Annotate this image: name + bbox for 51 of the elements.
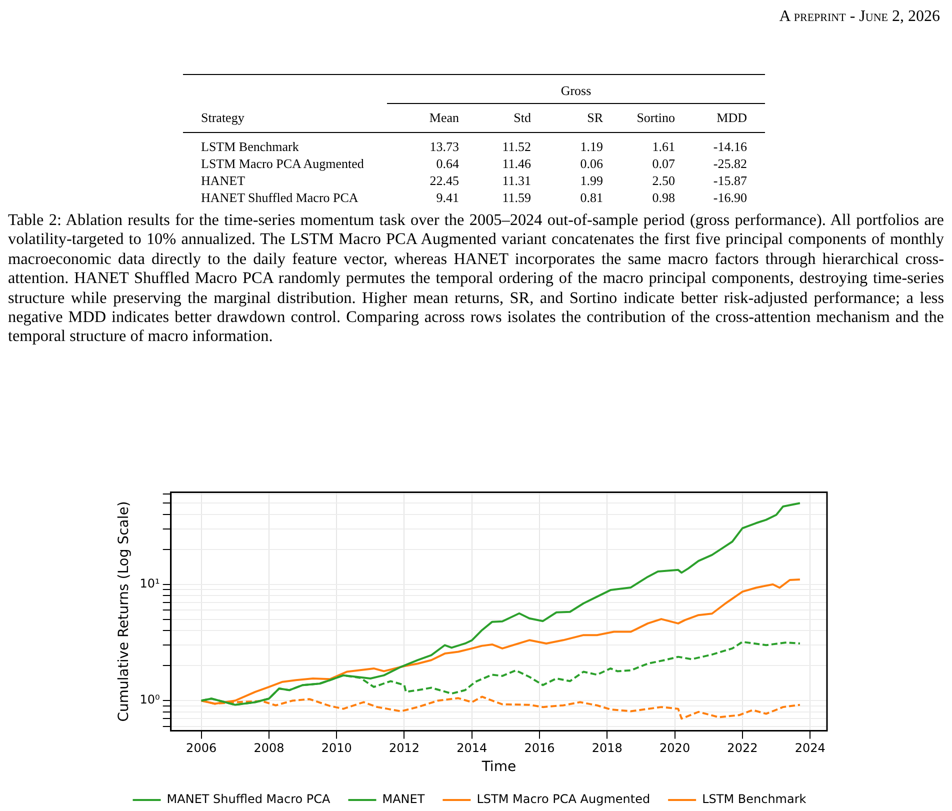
data-label: 22.45	[428, 172, 459, 190]
caption: Table 2: Ablation results for the time-series momentum task over the 2005–2024 out-of-sample period (gross performance). All portfolios are volatility-targeted to 10% annualized. The LSTM Macro PCA Augmented variant concatenates the first five principal components of monthly macroeconomic data directly to the daily feature vector, whereas HANET incorporates the same macro factors through hierarchical cross-attention. HANET Shuffled Macro PCA randomly permutes the temporal ordering of the macro principal components, destroying time-series structure while preserving the marginal distribution. Higher mean returns, SR, and Sortino indicate better risk-adjusted performance; a less negative MDD indicates better drawdown control. Comparing across rows isolates the contribution of the cross-attention mechanism and the temporal structure of macro information.	[8, 211, 944, 347]
x-tick-label: 2008	[254, 741, 284, 756]
data-label: 0.07	[651, 156, 675, 172]
legend-label: MANET Shuffled Macro PCA	[166, 792, 332, 806]
data-label: -25.82	[712, 156, 748, 172]
data-label: 11.52	[501, 138, 531, 156]
data-label: 13.73	[428, 138, 459, 156]
data-label: -14.16	[712, 138, 748, 156]
y-tick-label: 10¹	[140, 576, 160, 590]
data-label: 1.99	[579, 172, 603, 190]
x-tick-label: 2020	[660, 741, 690, 756]
x-tick-label: 2022	[727, 741, 758, 756]
text: Gross	[387, 74, 765, 104]
legend-label: LSTM Macro PCA Augmented	[476, 792, 650, 806]
text: Std	[512, 108, 531, 127]
text: Sortino	[636, 108, 675, 127]
y-tick-label: 10⁰	[140, 692, 160, 707]
text: MDD	[716, 108, 748, 127]
data-label: 0.64	[435, 156, 459, 172]
data-label: 11.46	[501, 156, 531, 172]
data-label: 1.19	[579, 138, 603, 156]
data-label: -16.90	[712, 190, 748, 206]
legend-label: MANET	[382, 792, 426, 806]
data-label: -15.87	[712, 172, 748, 190]
category-label: HANET	[200, 172, 246, 190]
text: SR	[586, 108, 603, 127]
data-label: 1.61	[651, 138, 675, 156]
data-label: 2.50	[651, 172, 675, 190]
x-tick-label: 2012	[388, 741, 420, 756]
text: Mean	[428, 108, 459, 127]
data-label: 0.06	[579, 156, 603, 172]
category-label: LSTM Macro PCA Augmented	[200, 156, 365, 172]
text: A preprint - June 2, 2026	[779, 8, 940, 26]
category-label: LSTM Benchmark	[200, 138, 300, 156]
x-tick-label: 2016	[524, 741, 555, 756]
data-label: 0.98	[651, 190, 675, 206]
x-tick-label: 2010	[321, 741, 352, 756]
x-tick-label: 2018	[592, 741, 622, 756]
x-tick-label: 2014	[456, 741, 488, 756]
data-label: 11.31	[501, 172, 531, 190]
data-label: 9.41	[435, 190, 459, 206]
x-axis-title: Time	[480, 759, 516, 776]
data-label: 0.81	[579, 190, 603, 206]
x-tick-label: 2006	[186, 741, 217, 756]
text: Strategy	[200, 108, 246, 127]
category-label: HANET Shuffled Macro PCA	[200, 190, 360, 206]
y-axis-title: Cumulative Returns (Log Scale)	[116, 501, 132, 722]
data-label: 11.59	[501, 190, 531, 206]
legend-label: LSTM Benchmark	[702, 792, 806, 806]
x-tick-label: 2024	[794, 741, 826, 756]
